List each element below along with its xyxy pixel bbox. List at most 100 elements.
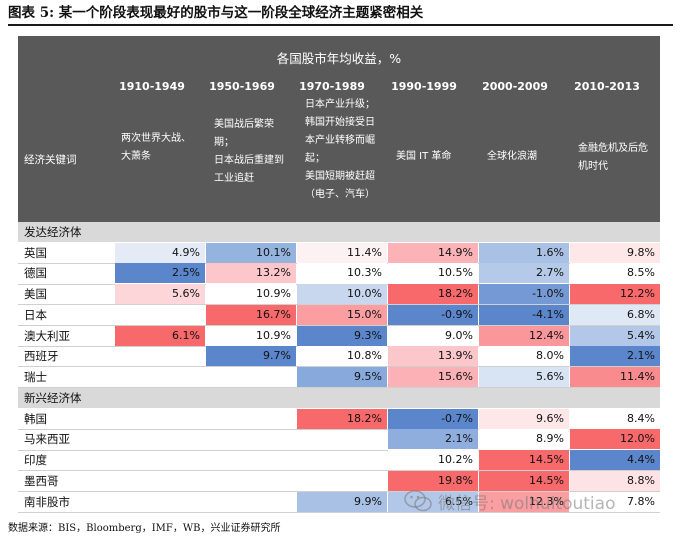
country-label: 南非股市 xyxy=(24,494,70,509)
period-keyword-line: 期； xyxy=(214,137,234,148)
row-divider xyxy=(18,449,660,451)
table-row: 印度 10.2% 14.5% 4.4% xyxy=(18,450,660,471)
return-cell: 10.9% xyxy=(206,325,296,346)
return-cell: -4.1% xyxy=(479,304,569,325)
period-header: 2010-2013 xyxy=(574,80,640,93)
period-header: 1950-1969 xyxy=(209,80,275,93)
period-keywords: 全球化浪潮 xyxy=(487,148,537,166)
period-keyword-line: 美国短期被赶超 xyxy=(305,171,375,182)
return-cell: 10.8% xyxy=(297,346,387,367)
return-cell: 4.9% xyxy=(115,242,205,263)
country-label: 马来西亚 xyxy=(24,432,70,447)
return-cell xyxy=(115,346,205,366)
period-keyword-line: 美国 IT 革命 xyxy=(396,151,452,162)
period-header: 1990-1999 xyxy=(391,80,457,93)
return-cell xyxy=(115,450,205,470)
country-label: 澳大利亚 xyxy=(24,328,70,343)
return-cell xyxy=(115,492,205,512)
return-cell xyxy=(297,429,387,449)
period-keyword-line: 起； xyxy=(305,153,325,164)
country-label: 美国 xyxy=(24,287,47,302)
row-divider xyxy=(18,387,660,389)
table-row: 德国 2.5% 13.2% 10.3% 10.5% 2.7% 8.5% xyxy=(18,263,660,284)
return-cell: 10.3% xyxy=(297,263,387,284)
return-cell: 5.6% xyxy=(479,366,569,387)
return-cell: 18.2% xyxy=(388,284,478,305)
table-row: 马来西亚 2.1% 8.9% 12.0% xyxy=(18,429,660,450)
return-cell: 14.5% xyxy=(479,450,569,471)
period-keywords: 金融危机及后危 机时代 xyxy=(578,140,648,176)
return-cell xyxy=(206,471,296,491)
return-cell xyxy=(115,409,205,429)
return-cell: 10.0% xyxy=(297,284,387,305)
return-cell: 12.0% xyxy=(570,429,660,450)
return-cell: 9.8% xyxy=(570,242,660,263)
return-cell xyxy=(115,305,205,325)
row-divider xyxy=(18,428,660,430)
country-label: 韩国 xyxy=(24,411,47,426)
period-keyword-line: 全球化浪潮 xyxy=(487,151,537,162)
country-label: 瑞士 xyxy=(24,369,47,384)
return-cell: 6.1% xyxy=(115,325,205,346)
return-cell: 10.5% xyxy=(388,263,478,284)
period-keyword-line: 日本战后重建到 xyxy=(214,155,284,166)
return-cell: 8.9% xyxy=(479,429,569,450)
wechat-icon xyxy=(404,490,432,512)
return-cell: 10.1% xyxy=(206,242,296,263)
return-cell: 12.3% xyxy=(479,491,569,512)
return-cell xyxy=(206,409,296,429)
period-keywords: 两次世界大战、 大萧条 xyxy=(121,130,191,166)
return-cell: 13.9% xyxy=(388,346,478,367)
figure-title: 图表 5: 某一个阶段表现最好的股市与这一阶段全球经济主题紧密相关 xyxy=(8,5,424,21)
return-cell: 9.3% xyxy=(297,325,387,346)
country-label: 西班牙 xyxy=(24,349,59,364)
return-cell xyxy=(297,471,387,491)
row-divider xyxy=(18,470,660,472)
return-cell: 10.9% xyxy=(206,284,296,305)
period-keyword-line: 工业追赶 xyxy=(214,173,254,184)
table-header xyxy=(18,36,660,222)
country-label: 德国 xyxy=(24,266,47,281)
period-keywords: 日本产业升级； 韩国开始接受日 本产业转移而崛 起； 美国短期被赶超 （电子、汽车） xyxy=(305,96,375,204)
period-keyword-line: 韩国开始接受日 xyxy=(305,117,375,128)
period-header: 2000-2009 xyxy=(482,80,548,93)
return-cell: 13.2% xyxy=(206,263,296,284)
period-keyword-line: 日本产业升级； xyxy=(305,99,375,110)
return-cell: -1.0% xyxy=(479,284,569,305)
return-cell: 2.5% xyxy=(115,263,205,284)
return-cell: 15.6% xyxy=(388,366,478,387)
return-cell: 15.0% xyxy=(297,304,387,325)
return-cell: 12.4% xyxy=(479,325,569,346)
return-cell: 2.1% xyxy=(570,346,660,367)
period-keyword-line: （电子、汽车） xyxy=(305,189,375,200)
period-keyword-line: 两次世界大战、 xyxy=(121,133,191,144)
table-row: 墨西哥 19.8% 14.5% 8.8% xyxy=(18,470,660,491)
return-cell xyxy=(206,492,296,512)
source-note: 数据来源：BIS，Bloomberg，IMF，WB，兴业证券研究所 xyxy=(8,523,281,534)
return-cell: 6.8% xyxy=(570,304,660,325)
return-cell: 8.4% xyxy=(570,408,660,429)
table-row: 瑞士 9.5% 15.6% 5.6% 11.4% xyxy=(18,366,660,387)
return-cell: 7.8% xyxy=(570,491,660,512)
return-cell: 11.4% xyxy=(297,242,387,263)
keyword-label: 经济关键词 xyxy=(24,154,77,166)
returns-table: 各国股市年均收益，% 经济关键词 1910-1949 两次世界大战、 大萧条 1950… xyxy=(18,36,660,515)
return-cell: 9.7% xyxy=(206,346,296,367)
return-cell: 12.2% xyxy=(570,284,660,305)
return-cell: 8.0% xyxy=(479,346,569,367)
period-header: 1910-1949 xyxy=(119,80,185,93)
return-cell: 9.6% xyxy=(479,408,569,429)
return-cell xyxy=(206,450,296,470)
return-cell: 8.8% xyxy=(570,470,660,491)
return-cell: -0.9% xyxy=(388,304,478,325)
period-keyword-line: 金融危机及后危 xyxy=(578,143,648,154)
return-cell: 9.0% xyxy=(388,325,478,346)
return-cell xyxy=(115,471,205,491)
table-row: 日本 16.7% 15.0% -0.9% -4.1% 6.8% xyxy=(18,304,660,325)
return-cell: 5.4% xyxy=(570,325,660,346)
period-keywords: 美国战后繁荣 期； 日本战后重建到 工业追赶 xyxy=(214,116,284,188)
country-label: 英国 xyxy=(24,245,47,260)
watermark-text: 微信号: wolhuitoutiao xyxy=(438,493,616,514)
period-header: 1970-1989 xyxy=(299,80,365,93)
table-row: 韩国 18.2% -0.7% 9.6% 8.4% xyxy=(18,408,660,429)
